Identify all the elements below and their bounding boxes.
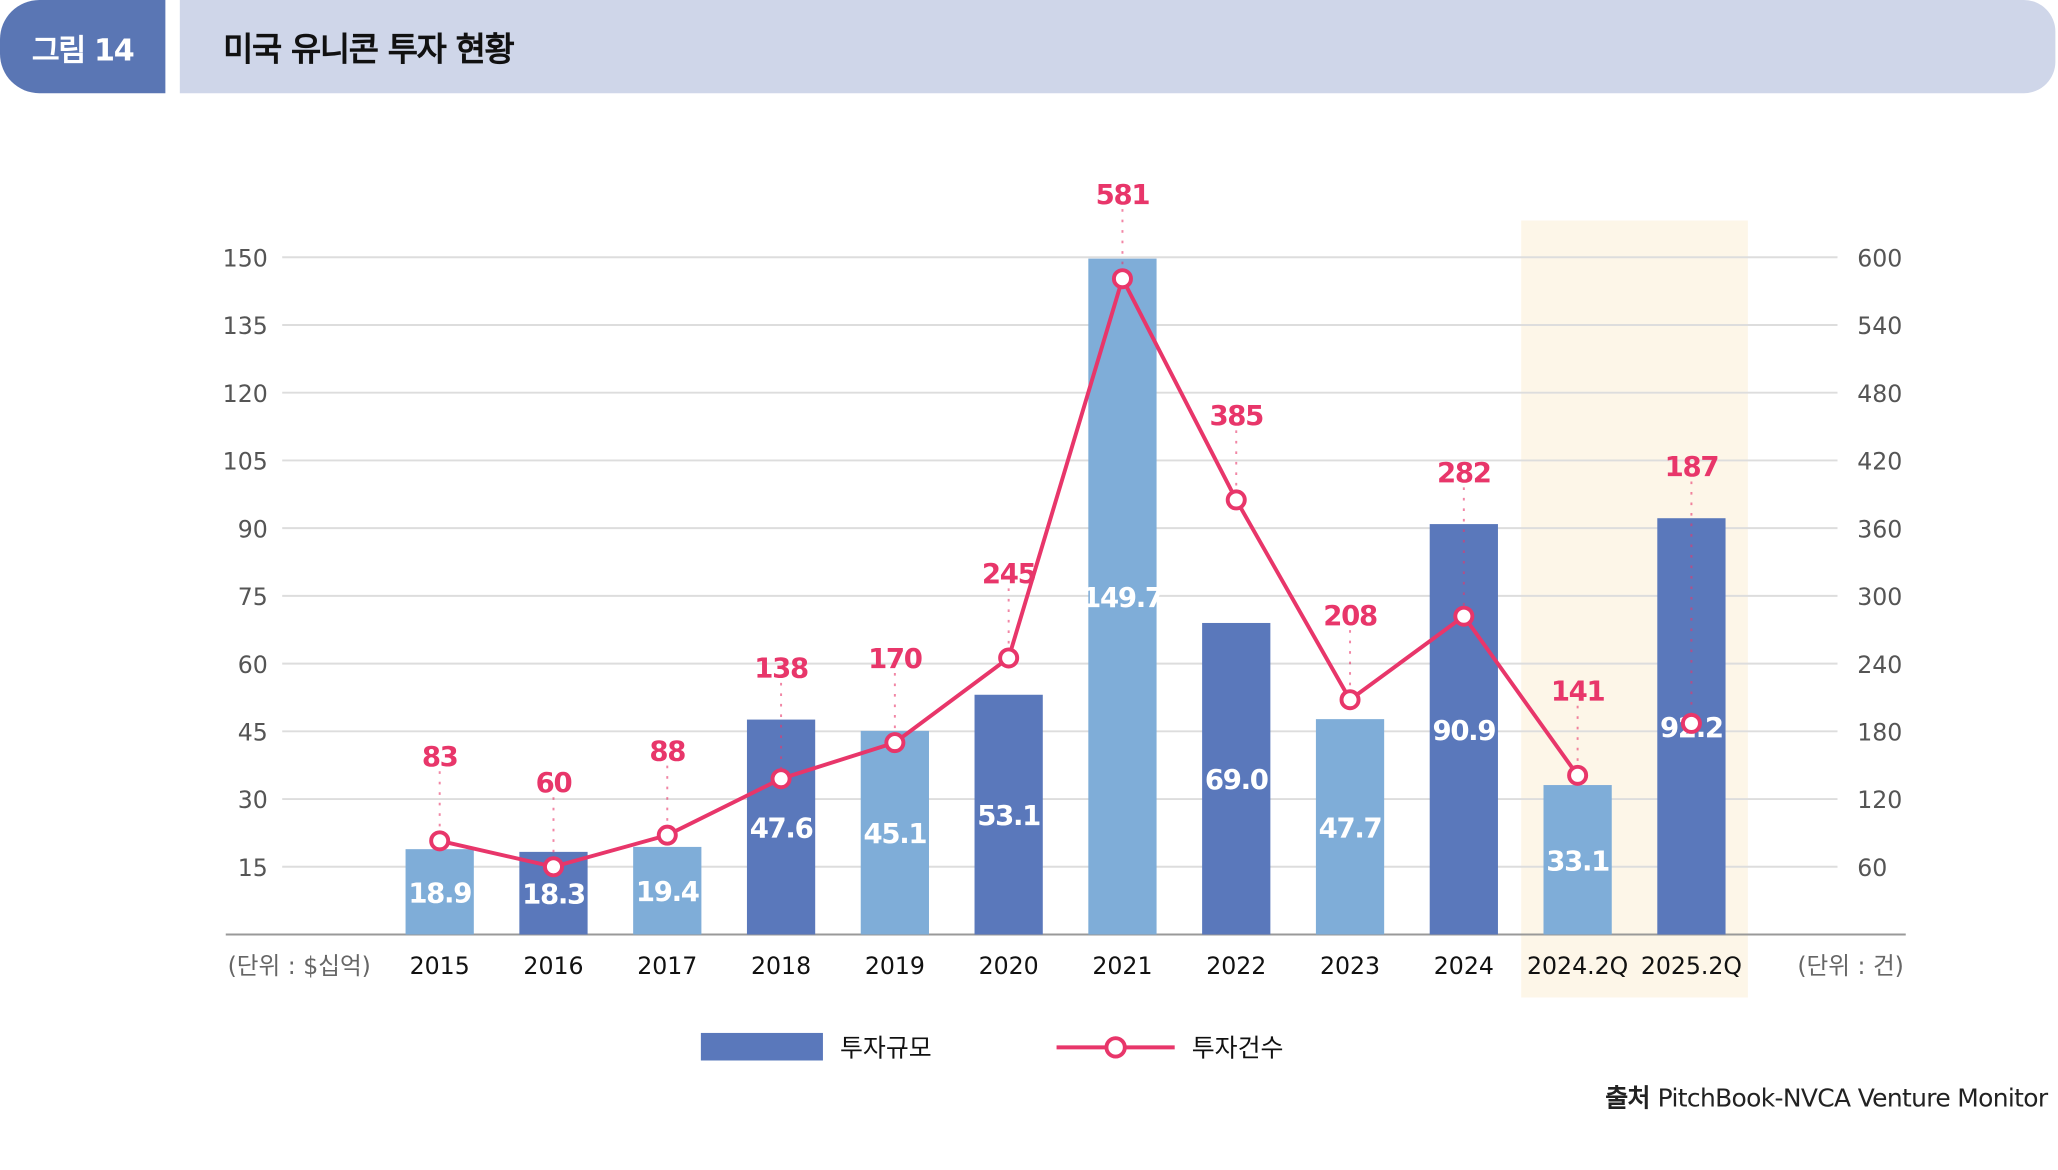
- bar-2015: [405, 849, 474, 935]
- count-marker-2018: [770, 768, 792, 790]
- right-tick-label: 420: [1857, 448, 1902, 476]
- count-value-label: 60: [536, 767, 572, 799]
- right-tick-label: 480: [1857, 380, 1902, 408]
- right-tick-label: 360: [1857, 515, 1902, 543]
- count-value-label: 581: [1096, 179, 1150, 211]
- x-tick-label: 2017: [637, 952, 697, 980]
- left-tick-label: 30: [238, 786, 268, 814]
- left-tick-label: 60: [238, 651, 268, 679]
- count-marker-2019: [884, 732, 906, 754]
- count-marker-2022: [1225, 489, 1247, 511]
- right-tick-label: 600: [1857, 244, 1902, 272]
- count-value-label: 245: [982, 558, 1036, 590]
- bar-2017: [633, 846, 702, 935]
- legend-bar-swatch: [700, 1032, 823, 1061]
- count-value-label: 187: [1665, 451, 1719, 483]
- bar-value-label: 33.1: [1546, 845, 1609, 877]
- count-value-label: 170: [868, 643, 922, 675]
- count-value-label: 88: [649, 735, 685, 767]
- count-value-label: 208: [1323, 600, 1377, 632]
- count-marker-2024.2Q: [1567, 764, 1589, 786]
- legend-line-marker: [1104, 1036, 1127, 1059]
- bar-2019: [860, 730, 929, 935]
- bar-value-label: 90.9: [1432, 715, 1495, 747]
- x-tick-label: 2016: [523, 952, 583, 980]
- x-tick-label: 2015: [410, 952, 470, 980]
- source-note: 출처 PitchBook-NVCA Venture Monitor: [1605, 1079, 2048, 1114]
- count-value-label: 141: [1551, 676, 1605, 708]
- legend-line-label: 투자건수: [1192, 1034, 1284, 1063]
- count-value-label: 282: [1437, 457, 1491, 489]
- x-tick-label: 2021: [1092, 952, 1152, 980]
- x-tick-label: 2019: [865, 952, 925, 980]
- left-tick-label: 135: [223, 312, 268, 340]
- count-value-label: 138: [754, 653, 808, 685]
- count-value-label: 83: [422, 741, 458, 773]
- bar-value-label: 19.4: [636, 876, 699, 908]
- left-axis-unit: (단위 : $십억): [228, 952, 371, 980]
- left-tick-label: 15: [238, 854, 268, 882]
- bar-value-label: 53.1: [977, 800, 1040, 832]
- source-text: PitchBook-NVCA Venture Monitor: [1657, 1084, 2048, 1113]
- right-axis-unit: (단위 : 건): [1797, 952, 1904, 980]
- count-marker-2021: [1111, 268, 1133, 290]
- right-tick-label: 300: [1857, 583, 1902, 611]
- right-tick-label: 240: [1857, 651, 1902, 679]
- count-value-label: 385: [1209, 400, 1263, 432]
- count-marker-2017: [656, 824, 678, 846]
- x-tick-label: 2024: [1434, 952, 1494, 980]
- x-tick-label: 2022: [1206, 952, 1266, 980]
- count-marker-2016: [542, 856, 564, 878]
- bar-2020: [974, 694, 1043, 935]
- x-tick-label: 2018: [751, 952, 811, 980]
- x-tick-label: 2023: [1320, 952, 1380, 980]
- source-label: 출처: [1605, 1084, 1650, 1113]
- bar-2021: [1088, 258, 1157, 935]
- figure-number-badge: 그림 14: [0, 0, 166, 94]
- right-tick-label: 180: [1857, 719, 1902, 747]
- bar-value-label: 47.6: [750, 813, 813, 845]
- left-tick-label: 150: [223, 244, 268, 272]
- bar-value-label: 47.7: [1319, 812, 1382, 844]
- left-tick-label: 105: [223, 448, 268, 476]
- bar-2022: [1202, 622, 1271, 935]
- right-tick-label: 540: [1857, 312, 1902, 340]
- left-tick-label: 120: [223, 380, 268, 408]
- bar-2024.2Q: [1543, 785, 1612, 935]
- bar-2018: [746, 719, 816, 935]
- right-tick-label: 60: [1857, 854, 1887, 882]
- bar-value-label: 69.0: [1205, 764, 1268, 796]
- left-tick-label: 45: [238, 719, 268, 747]
- count-marker-2023: [1339, 689, 1361, 711]
- count-marker-2024: [1453, 605, 1475, 627]
- left-tick-label: 75: [238, 583, 268, 611]
- x-tick-label: 2020: [979, 952, 1039, 980]
- title-bar: 미국 유니콘 투자 현황: [179, 0, 2056, 94]
- count-marker-2015: [429, 830, 451, 852]
- bar-2023: [1315, 719, 1385, 935]
- bar-value-label: 18.3: [522, 879, 585, 911]
- left-tick-label: 90: [238, 515, 268, 543]
- x-tick-label: 2025.2Q: [1641, 952, 1742, 980]
- legend-bar-label: 투자규모: [840, 1034, 932, 1063]
- count-marker-2025.2Q: [1680, 712, 1702, 734]
- chart-title: 미국 유니콘 투자 현황: [223, 29, 515, 68]
- count-marker-2020: [998, 647, 1020, 669]
- bar-value-label: 18.9: [408, 877, 471, 909]
- right-tick-label: 120: [1857, 786, 1902, 814]
- bar-value-label: 149.7: [1082, 582, 1163, 614]
- x-tick-label: 2024.2Q: [1527, 952, 1628, 980]
- bar-value-label: 45.1: [864, 818, 927, 850]
